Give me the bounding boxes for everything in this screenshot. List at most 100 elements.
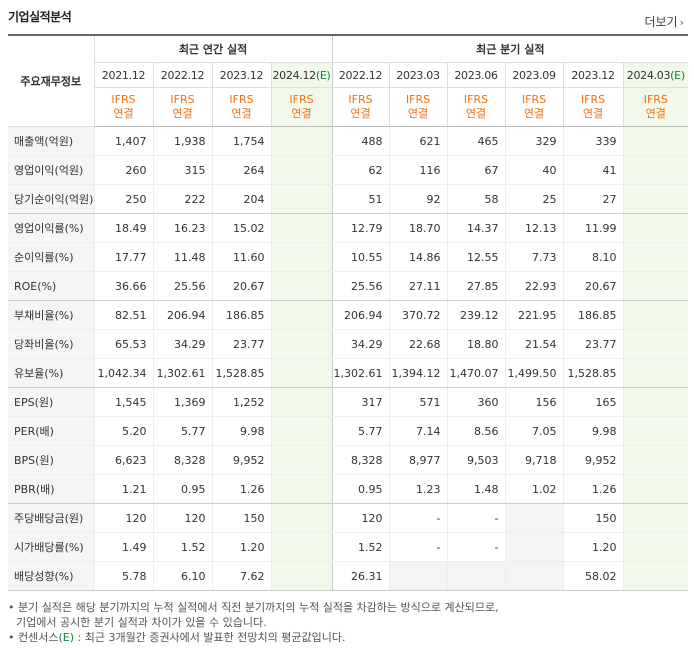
annual-cell <box>270 329 333 359</box>
annual-cell: 18.49 <box>93 213 153 243</box>
quarter-cell: 25.56 <box>331 271 390 301</box>
quarter-cell: 360 <box>446 387 506 417</box>
quarter-cell: 239.12 <box>446 300 506 330</box>
row-label: 영업이익률(%) <box>8 213 94 243</box>
row-label: PBR(배) <box>8 474 94 504</box>
table-row: 주당배당금(원) 120 120 150 120- -150 <box>8 503 689 533</box>
quarter-cell: 571 <box>388 387 448 417</box>
quarter-cell: 51 <box>331 184 390 214</box>
quarter-cell: 22.93 <box>504 271 564 301</box>
quarter-cell: 116 <box>388 155 448 185</box>
quarter-cell: 12.13 <box>504 213 564 243</box>
annual-cell: 1,407 <box>93 126 153 156</box>
ifrs-badge-quarter-2: IFRS 연결 <box>446 87 506 127</box>
quarter-cell: 329 <box>504 126 564 156</box>
quarter-cell: 12.79 <box>331 213 390 243</box>
annual-cell: 1,042.34 <box>93 358 153 388</box>
quarter-cell: 9.98 <box>562 416 624 446</box>
quarter-cell: 67 <box>446 155 506 185</box>
annual-cell: 1,369 <box>152 387 212 417</box>
quarter-cell: 9,718 <box>504 445 564 475</box>
quarter-cell: 8,977 <box>388 445 448 475</box>
annual-cell: 65.53 <box>93 329 153 359</box>
row-label: 배당성향(%) <box>8 561 94 591</box>
quarter-cell <box>504 503 564 533</box>
quarter-cell: 8.10 <box>562 242 624 272</box>
annual-cell: 315 <box>152 155 212 185</box>
quarter-cell <box>622 474 689 504</box>
annual-cell <box>270 416 333 446</box>
annual-cell: 1.52 <box>152 532 212 562</box>
quarter-cell: 5.77 <box>331 416 390 446</box>
ifrs-badge-quarter-0: IFRS 연결 <box>331 87 390 127</box>
quarter-cell: 9,952 <box>562 445 624 475</box>
annual-cell: 1,252 <box>211 387 271 417</box>
year-header-quarter-1: 2023.03 <box>388 62 448 88</box>
annual-cell: 1.21 <box>93 474 153 504</box>
quarter-cell: 40 <box>504 155 564 185</box>
quarter-cell: 58 <box>446 184 506 214</box>
chevron-right-icon: › <box>679 16 684 29</box>
annual-header: 최근 연간 실적 <box>93 35 333 63</box>
table-row: 유보율(%) 1,042.34 1,302.61 1,528.85 1,302.61 1,… <box>8 358 689 388</box>
annual-cell <box>270 561 333 591</box>
annual-cell: 6.10 <box>152 561 212 591</box>
quarter-cell <box>504 561 564 591</box>
section-title: 기업실적분석 <box>8 10 72 24</box>
annual-cell: 25.56 <box>152 271 212 301</box>
quarter-cell: 14.86 <box>388 242 448 272</box>
quarter-cell: 8.56 <box>446 416 506 446</box>
quarter-cell: 1.02 <box>504 474 564 504</box>
table-row: 순이익률(%) 17.77 11.48 11.60 10.55 14.86 12.55 7.7… <box>8 242 689 272</box>
annual-cell <box>270 126 333 156</box>
row-label: 당좌비율(%) <box>8 329 94 359</box>
annual-cell: 1,938 <box>152 126 212 156</box>
row-label: 영업이익(억원) <box>8 155 94 185</box>
quarter-cell <box>622 184 689 214</box>
table-row: 부채비율(%) 82.51 206.94 186.85 206.94 370.72 239.… <box>8 300 689 330</box>
row-label: 시가배당률(%) <box>8 532 94 562</box>
annual-cell <box>270 358 333 388</box>
quarter-cell: 9,503 <box>446 445 506 475</box>
quarter-cell <box>446 561 506 591</box>
annual-cell <box>270 445 333 475</box>
annual-cell: 8,328 <box>152 445 212 475</box>
annual-cell <box>270 503 333 533</box>
quarter-cell: 41 <box>562 155 624 185</box>
ifrs-badge-quarter-3: IFRS 연결 <box>504 87 564 127</box>
year-header-quarter-0: 2022.12 <box>331 62 390 88</box>
quarter-cell <box>622 126 689 156</box>
table-row: EPS(원) 1,545 1,369 1,252 317 571 360 156 165 <box>8 387 689 417</box>
quarter-cell: 20.67 <box>562 271 624 301</box>
annual-cell <box>270 184 333 214</box>
table-row: 시가배당률(%) 1.49 1.52 1.20 1.52- -1.20 <box>8 532 689 562</box>
quarter-cell: 1.52 <box>331 532 390 562</box>
quarter-cell <box>622 242 689 272</box>
annual-cell: 11.60 <box>211 242 271 272</box>
annual-cell <box>270 300 333 330</box>
quarter-cell: 488 <box>331 126 390 156</box>
table-row: 영업이익(억원) 260 315 264 62 116 67 40 41 <box>8 155 689 185</box>
quarter-cell: 34.29 <box>331 329 390 359</box>
annual-cell: 1.26 <box>211 474 271 504</box>
table-row: ROE(%) 36.66 25.56 20.67 25.56 27.11 27.85 22.9… <box>8 271 689 301</box>
table-row: 당기순이익(억원) 250 222 204 51 92 58 25 27 <box>8 184 689 214</box>
quarter-cell: 1,302.61 <box>331 358 390 388</box>
footnote-2: 기업에서 공시한 분기 실적과 차이가 있을 수 있습니다. <box>16 616 267 629</box>
annual-cell: 120 <box>93 503 153 533</box>
annual-cell: 15.02 <box>211 213 271 243</box>
quarter-cell: 0.95 <box>331 474 390 504</box>
quarter-cell: 165 <box>562 387 624 417</box>
quarter-cell: 22.68 <box>388 329 448 359</box>
annual-cell: 82.51 <box>93 300 153 330</box>
quarter-cell: 120 <box>331 503 390 533</box>
annual-cell: 186.85 <box>211 300 271 330</box>
more-link[interactable]: 더보기 › <box>644 13 684 30</box>
quarter-cell <box>388 561 448 591</box>
annual-cell: 120 <box>152 503 212 533</box>
footnote-3: • 컨센서스(E) : 최근 3개월간 증권사에서 발표한 전망치의 평균값입니… <box>8 631 346 644</box>
annual-cell: 9,952 <box>211 445 271 475</box>
year-header-annual-3: 2024.12(E) <box>270 62 333 88</box>
annual-cell: 23.77 <box>211 329 271 359</box>
ifrs-badge-annual-3: IFRS 연결 <box>270 87 333 127</box>
